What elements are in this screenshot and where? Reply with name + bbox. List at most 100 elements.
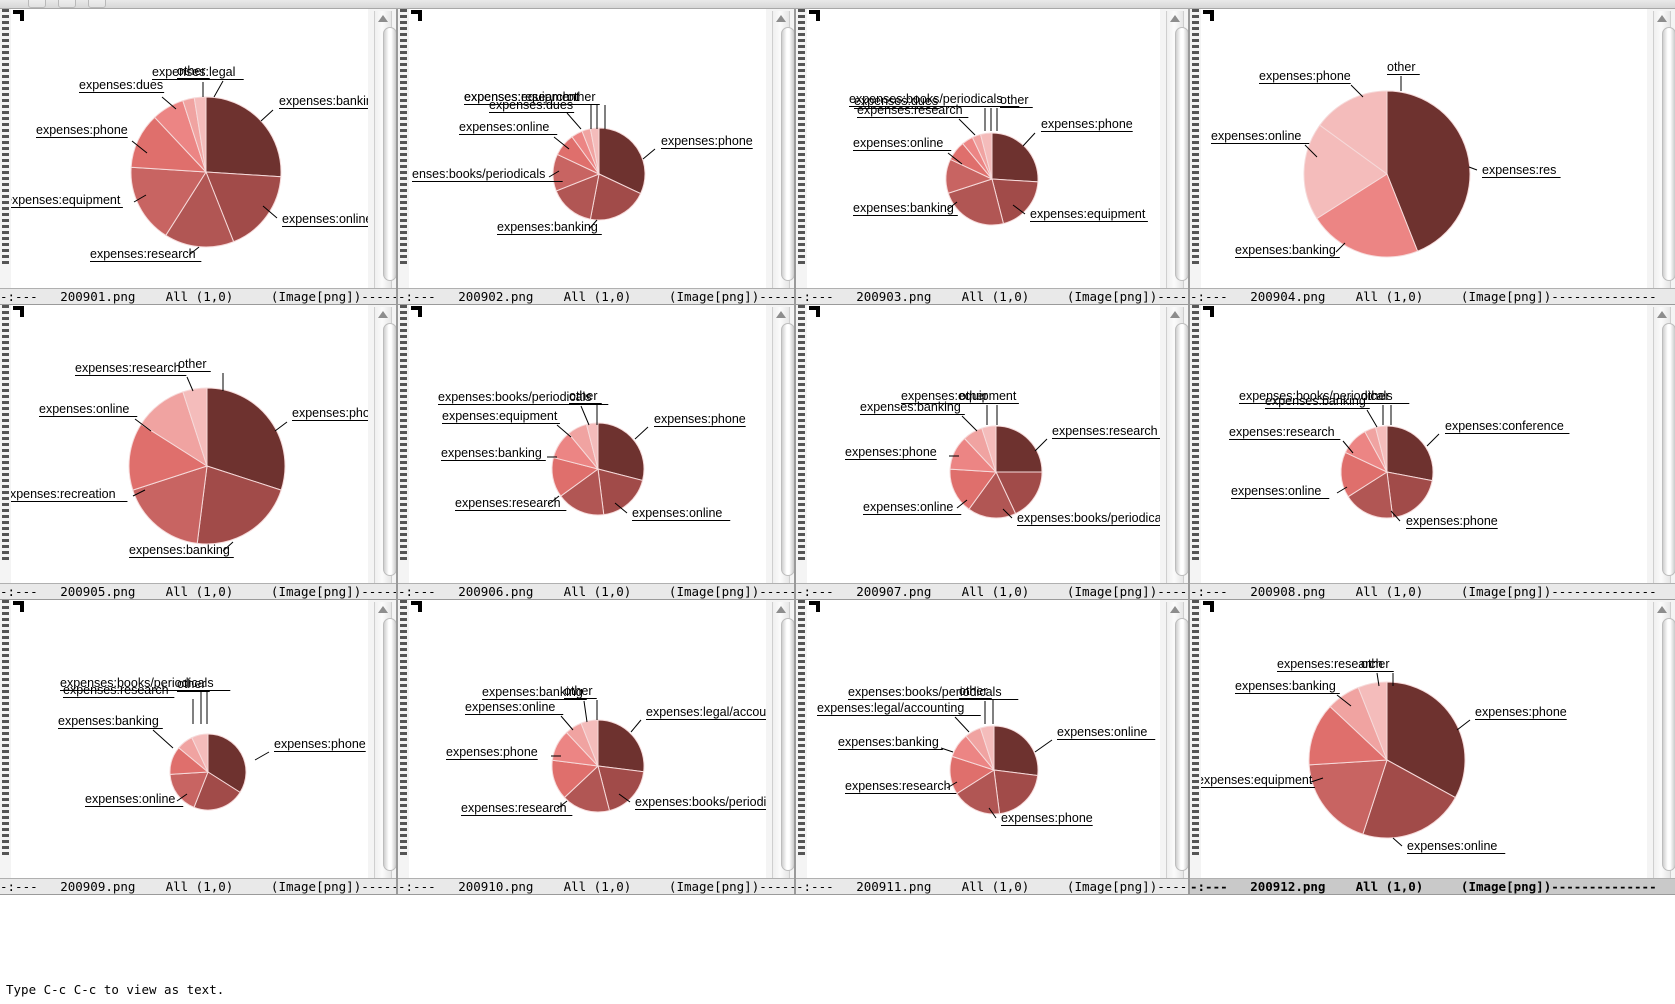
scroll-up-arrow-icon[interactable] — [1657, 15, 1667, 22]
scrollbar-trough[interactable] — [1166, 307, 1188, 598]
scroll-up-arrow-icon[interactable] — [1657, 311, 1667, 318]
modeline-200906[interactable]: -:--- 200906.png All (1,0) (Image[png])-… — [398, 583, 794, 600]
window-splitter[interactable] — [794, 600, 796, 895]
scrollbar[interactable] — [368, 9, 396, 305]
scrollbar-thumb[interactable] — [781, 618, 794, 871]
scrollbar[interactable] — [1160, 600, 1188, 895]
emacs-window[interactable]: expenses:phone expenses:online expenses:eq… — [1190, 600, 1675, 895]
scrollbar-trough[interactable] — [1653, 307, 1675, 598]
scrollbar[interactable] — [1647, 305, 1675, 600]
image-canvas[interactable]: expenses:phone expenses:online expenses:eq… — [1201, 600, 1647, 895]
scrollbar[interactable] — [1647, 600, 1675, 895]
window-splitter[interactable] — [396, 305, 398, 600]
scrollbar-thumb[interactable] — [383, 323, 396, 576]
scrollbar-trough[interactable] — [374, 602, 396, 893]
scrollbar[interactable] — [766, 305, 794, 600]
modeline-200904[interactable]: -:--- 200904.png All (1,0) (Image[png])-… — [1190, 288, 1675, 305]
scrollbar[interactable] — [1160, 9, 1188, 305]
modeline-200902[interactable]: -:--- 200902.png All (1,0) (Image[png])-… — [398, 288, 794, 305]
emacs-window[interactable]: expenses:phone expenses:online expenses:ba… — [0, 600, 396, 895]
emacs-window[interactable]: expenses:conference expenses:phone expense… — [1190, 305, 1675, 600]
image-canvas[interactable]: expenses:research expenses:books/periodic… — [807, 305, 1160, 600]
image-canvas[interactable]: expenses:phone expenses:banking enses:book… — [409, 9, 766, 305]
pie-slices — [551, 719, 645, 813]
emacs-window[interactable]: expenses:phone expenses:equipment expenses… — [796, 9, 1188, 305]
scroll-up-arrow-icon[interactable] — [1170, 311, 1180, 318]
scrollbar-trough[interactable] — [772, 11, 794, 303]
scrollbar-thumb[interactable] — [1662, 323, 1675, 576]
modeline-200905[interactable]: -:--- 200905.png All (1,0) (Image[png])-… — [0, 583, 396, 600]
image-canvas[interactable]: expenses:legal/accoun expenses:books/peri… — [409, 600, 766, 895]
scrollbar-thumb[interactable] — [781, 323, 794, 576]
scrollbar-thumb[interactable] — [1175, 323, 1188, 576]
window-splitter[interactable] — [1188, 600, 1190, 895]
scrollbar[interactable] — [368, 305, 396, 600]
modeline-200901[interactable]: -:--- 200901.png All (1,0) (Image[png])-… — [0, 288, 396, 305]
window-splitter[interactable] — [794, 305, 796, 600]
window-splitter[interactable] — [396, 9, 398, 305]
scrollbar[interactable] — [1160, 305, 1188, 600]
scroll-up-arrow-icon[interactable] — [776, 15, 786, 22]
emacs-window[interactable]: expenses:phone expenses:banking enses:book… — [398, 9, 794, 305]
modeline-200912[interactable]: -:--- 200912.png All (1,0) (Image[png])-… — [1190, 878, 1675, 895]
scrollbar-trough[interactable] — [772, 307, 794, 598]
toolbar-icon-1[interactable] — [28, 0, 46, 8]
scroll-up-arrow-icon[interactable] — [1170, 15, 1180, 22]
image-canvas[interactable]: expenses:phone expenses:equipment expenses… — [807, 9, 1160, 305]
scrollbar-thumb[interactable] — [1662, 27, 1675, 281]
scrollbar[interactable] — [1647, 9, 1675, 305]
emacs-window[interactable]: expenses:banking expenses:online expenses:… — [0, 9, 396, 305]
emacs-window[interactable]: expenses:phone expenses:online expenses:re… — [398, 305, 794, 600]
image-canvas[interactable]: expenses:online expenses:phone expenses:re… — [807, 600, 1160, 895]
modeline-200910[interactable]: -:--- 200910.png All (1,0) (Image[png])-… — [398, 878, 794, 895]
image-canvas[interactable]: expenses:banking expenses:online expenses:… — [11, 9, 368, 305]
scrollbar-thumb[interactable] — [383, 27, 396, 281]
emacs-window[interactable]: other expenses:res expenses:banking expense… — [1190, 9, 1675, 305]
scrollbar-thumb[interactable] — [383, 618, 396, 871]
scrollbar[interactable] — [766, 600, 794, 895]
pie-label-text: expenses:banking — [853, 201, 954, 215]
scrollbar-thumb[interactable] — [1175, 27, 1188, 281]
scrollbar-trough[interactable] — [374, 11, 396, 303]
scroll-up-arrow-icon[interactable] — [1657, 606, 1667, 613]
scrollbar-trough[interactable] — [1166, 602, 1188, 893]
scroll-up-arrow-icon[interactable] — [378, 606, 388, 613]
window-splitter[interactable] — [794, 9, 796, 305]
modeline-200909[interactable]: -:--- 200909.png All (1,0) (Image[png])-… — [0, 878, 396, 895]
scroll-up-arrow-icon[interactable] — [378, 15, 388, 22]
pie-label-text: expenses:legal — [152, 65, 235, 79]
modeline-200907[interactable]: -:--- 200907.png All (1,0) (Image[png])-… — [796, 583, 1188, 600]
image-canvas[interactable]: other expenses:res expenses:banking expense… — [1201, 9, 1647, 305]
scrollbar-trough[interactable] — [772, 602, 794, 893]
toolbar-icon-2[interactable] — [58, 0, 76, 8]
emacs-window[interactable]: expenses:phone expenses:banking expenses:r… — [0, 305, 396, 600]
scrollbar-thumb[interactable] — [1662, 618, 1675, 871]
emacs-window[interactable]: expenses:research expenses:books/periodic… — [796, 305, 1188, 600]
emacs-window[interactable]: expenses:online expenses:phone expenses:re… — [796, 600, 1188, 895]
scroll-up-arrow-icon[interactable] — [776, 311, 786, 318]
image-canvas[interactable]: expenses:phone expenses:online expenses:re… — [409, 305, 766, 600]
scroll-up-arrow-icon[interactable] — [1170, 606, 1180, 613]
scroll-up-arrow-icon[interactable] — [378, 311, 388, 318]
modeline-200911[interactable]: -:--- 200911.png All (1,0) (Image[png])-… — [796, 878, 1188, 895]
scrollbar-trough[interactable] — [1653, 602, 1675, 893]
scrollbar[interactable] — [368, 600, 396, 895]
modeline-200903[interactable]: -:--- 200903.png All (1,0) (Image[png])-… — [796, 288, 1188, 305]
scrollbar-trough[interactable] — [1653, 11, 1675, 303]
scrollbar[interactable] — [766, 9, 794, 305]
image-canvas[interactable]: expenses:phone expenses:online expenses:ba… — [11, 600, 368, 895]
scrollbar-thumb[interactable] — [781, 27, 794, 281]
scrollbar-thumb[interactable] — [1175, 618, 1188, 871]
scrollbar-trough[interactable] — [374, 307, 396, 598]
scrollbar-trough[interactable] — [1166, 11, 1188, 303]
window-splitter[interactable] — [1188, 305, 1190, 600]
emacs-window[interactable]: expenses:legal/accoun expenses:books/peri… — [398, 600, 794, 895]
window-splitter[interactable] — [396, 600, 398, 895]
image-canvas[interactable]: expenses:conference expenses:phone expense… — [1201, 305, 1647, 600]
pie-slices — [551, 422, 645, 516]
image-canvas[interactable]: expenses:phone expenses:banking expenses:r… — [11, 305, 368, 600]
modeline-200908[interactable]: -:--- 200908.png All (1,0) (Image[png])-… — [1190, 583, 1675, 600]
scroll-up-arrow-icon[interactable] — [776, 606, 786, 613]
window-splitter[interactable] — [1188, 9, 1190, 305]
toolbar-icon-3[interactable] — [88, 0, 106, 8]
